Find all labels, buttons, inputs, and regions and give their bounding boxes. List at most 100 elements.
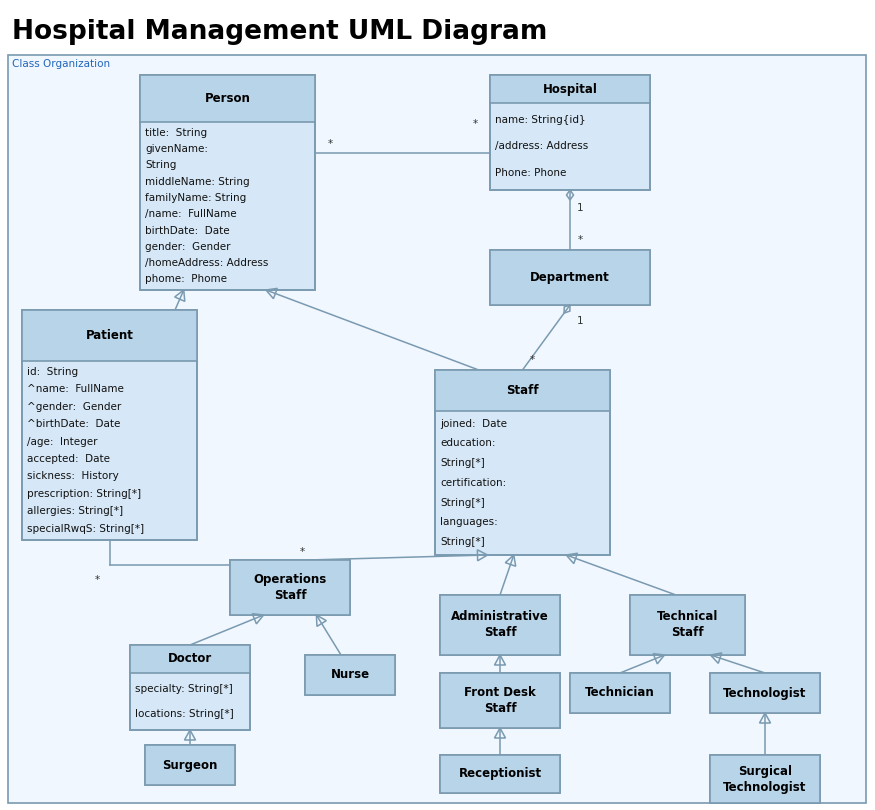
Bar xyxy=(710,755,820,803)
Bar xyxy=(305,655,395,695)
Text: ^name:  FullName: ^name: FullName xyxy=(27,384,124,394)
Text: Front Desk
Staff: Front Desk Staff xyxy=(464,686,536,715)
Text: Surgical
Technologist: Surgical Technologist xyxy=(724,765,807,794)
Bar xyxy=(630,595,745,655)
Text: prescription: String[*]: prescription: String[*] xyxy=(27,489,141,499)
Text: *: * xyxy=(530,355,536,365)
Text: Technical
Staff: Technical Staff xyxy=(657,611,718,640)
Text: Staff: Staff xyxy=(506,384,539,397)
Text: education:: education: xyxy=(440,438,495,448)
Text: allergies: String[*]: allergies: String[*] xyxy=(27,506,123,516)
Bar xyxy=(130,645,250,673)
Bar xyxy=(490,250,650,305)
Text: certification:: certification: xyxy=(440,478,507,488)
Bar xyxy=(440,595,560,655)
Text: sickness:  History: sickness: History xyxy=(27,471,119,481)
Bar xyxy=(230,560,350,615)
Text: *: * xyxy=(473,120,478,130)
Text: specialty: String[*]: specialty: String[*] xyxy=(135,684,233,694)
Text: Doctor: Doctor xyxy=(168,653,212,666)
Text: /name:  FullName: /name: FullName xyxy=(145,209,236,220)
Text: Operations
Staff: Operations Staff xyxy=(254,573,326,602)
Text: *: * xyxy=(327,139,332,150)
Text: Hospital: Hospital xyxy=(542,83,598,96)
Bar xyxy=(490,75,650,190)
Text: gender:  Gender: gender: Gender xyxy=(145,242,230,252)
Bar xyxy=(710,673,820,713)
Text: String: String xyxy=(145,160,177,170)
Bar xyxy=(440,755,560,793)
Bar xyxy=(140,75,315,290)
Bar xyxy=(305,655,395,695)
Bar xyxy=(145,745,235,785)
Bar xyxy=(145,745,235,785)
Bar xyxy=(145,745,235,785)
Bar xyxy=(305,655,395,695)
Text: Technologist: Technologist xyxy=(724,687,807,700)
Text: 1: 1 xyxy=(577,316,584,326)
Text: Person: Person xyxy=(205,92,250,105)
Text: *: * xyxy=(95,575,100,585)
Text: /age:  Integer: /age: Integer xyxy=(27,437,97,446)
Text: givenName:: givenName: xyxy=(145,144,208,154)
Text: Receptionist: Receptionist xyxy=(458,768,542,781)
Text: String[*]: String[*] xyxy=(440,458,485,468)
Text: title:  String: title: String xyxy=(145,128,207,138)
Text: String[*]: String[*] xyxy=(440,497,485,508)
Bar xyxy=(140,75,315,290)
Bar xyxy=(570,673,670,713)
Text: ^gender:  Gender: ^gender: Gender xyxy=(27,402,122,411)
Text: familyName: String: familyName: String xyxy=(145,193,246,203)
Bar xyxy=(435,370,610,555)
Bar xyxy=(22,310,197,360)
Text: Patient: Patient xyxy=(86,329,134,342)
Text: joined:  Date: joined: Date xyxy=(440,419,507,428)
Bar xyxy=(230,560,350,615)
Bar xyxy=(570,673,670,713)
Bar xyxy=(440,673,560,728)
Bar xyxy=(440,755,560,793)
Bar xyxy=(130,645,250,730)
Text: phome:  Phome: phome: Phome xyxy=(145,275,227,284)
Bar xyxy=(490,250,650,305)
Text: String[*]: String[*] xyxy=(440,537,485,547)
Bar xyxy=(710,673,820,713)
Bar xyxy=(130,645,250,730)
Bar xyxy=(570,673,670,713)
Text: *: * xyxy=(299,547,304,557)
Text: id:  String: id: String xyxy=(27,367,78,377)
Bar xyxy=(435,370,610,555)
Text: accepted:  Date: accepted: Date xyxy=(27,454,110,464)
Text: name: String{id}: name: String{id} xyxy=(495,115,585,125)
Text: Class Organization: Class Organization xyxy=(12,59,110,69)
Bar xyxy=(630,595,745,655)
Bar xyxy=(440,755,560,793)
Bar xyxy=(230,560,350,615)
Bar xyxy=(490,250,650,305)
Text: Technician: Technician xyxy=(585,687,654,700)
Bar xyxy=(710,755,820,803)
Text: ^birthDate:  Date: ^birthDate: Date xyxy=(27,419,121,429)
Bar xyxy=(710,673,820,713)
Bar xyxy=(140,75,315,122)
Text: *: * xyxy=(578,235,583,245)
Bar xyxy=(630,595,745,655)
Bar xyxy=(490,75,650,190)
Text: birthDate:  Date: birthDate: Date xyxy=(145,225,229,236)
Text: locations: String[*]: locations: String[*] xyxy=(135,709,234,719)
Bar xyxy=(440,673,560,728)
Text: specialRwqS: String[*]: specialRwqS: String[*] xyxy=(27,524,144,534)
Text: Administrative
Staff: Administrative Staff xyxy=(452,611,549,640)
Bar xyxy=(435,370,610,411)
Text: Surgeon: Surgeon xyxy=(163,758,218,771)
Bar xyxy=(490,75,650,103)
Bar xyxy=(22,310,197,540)
Bar xyxy=(440,673,560,728)
Bar xyxy=(22,310,197,540)
Text: Nurse: Nurse xyxy=(331,668,369,681)
Text: middleName: String: middleName: String xyxy=(145,177,249,187)
Text: Hospital Management UML Diagram: Hospital Management UML Diagram xyxy=(12,19,548,45)
Text: 1: 1 xyxy=(577,203,584,213)
Bar xyxy=(440,595,560,655)
Text: /homeAddress: Address: /homeAddress: Address xyxy=(145,258,269,268)
